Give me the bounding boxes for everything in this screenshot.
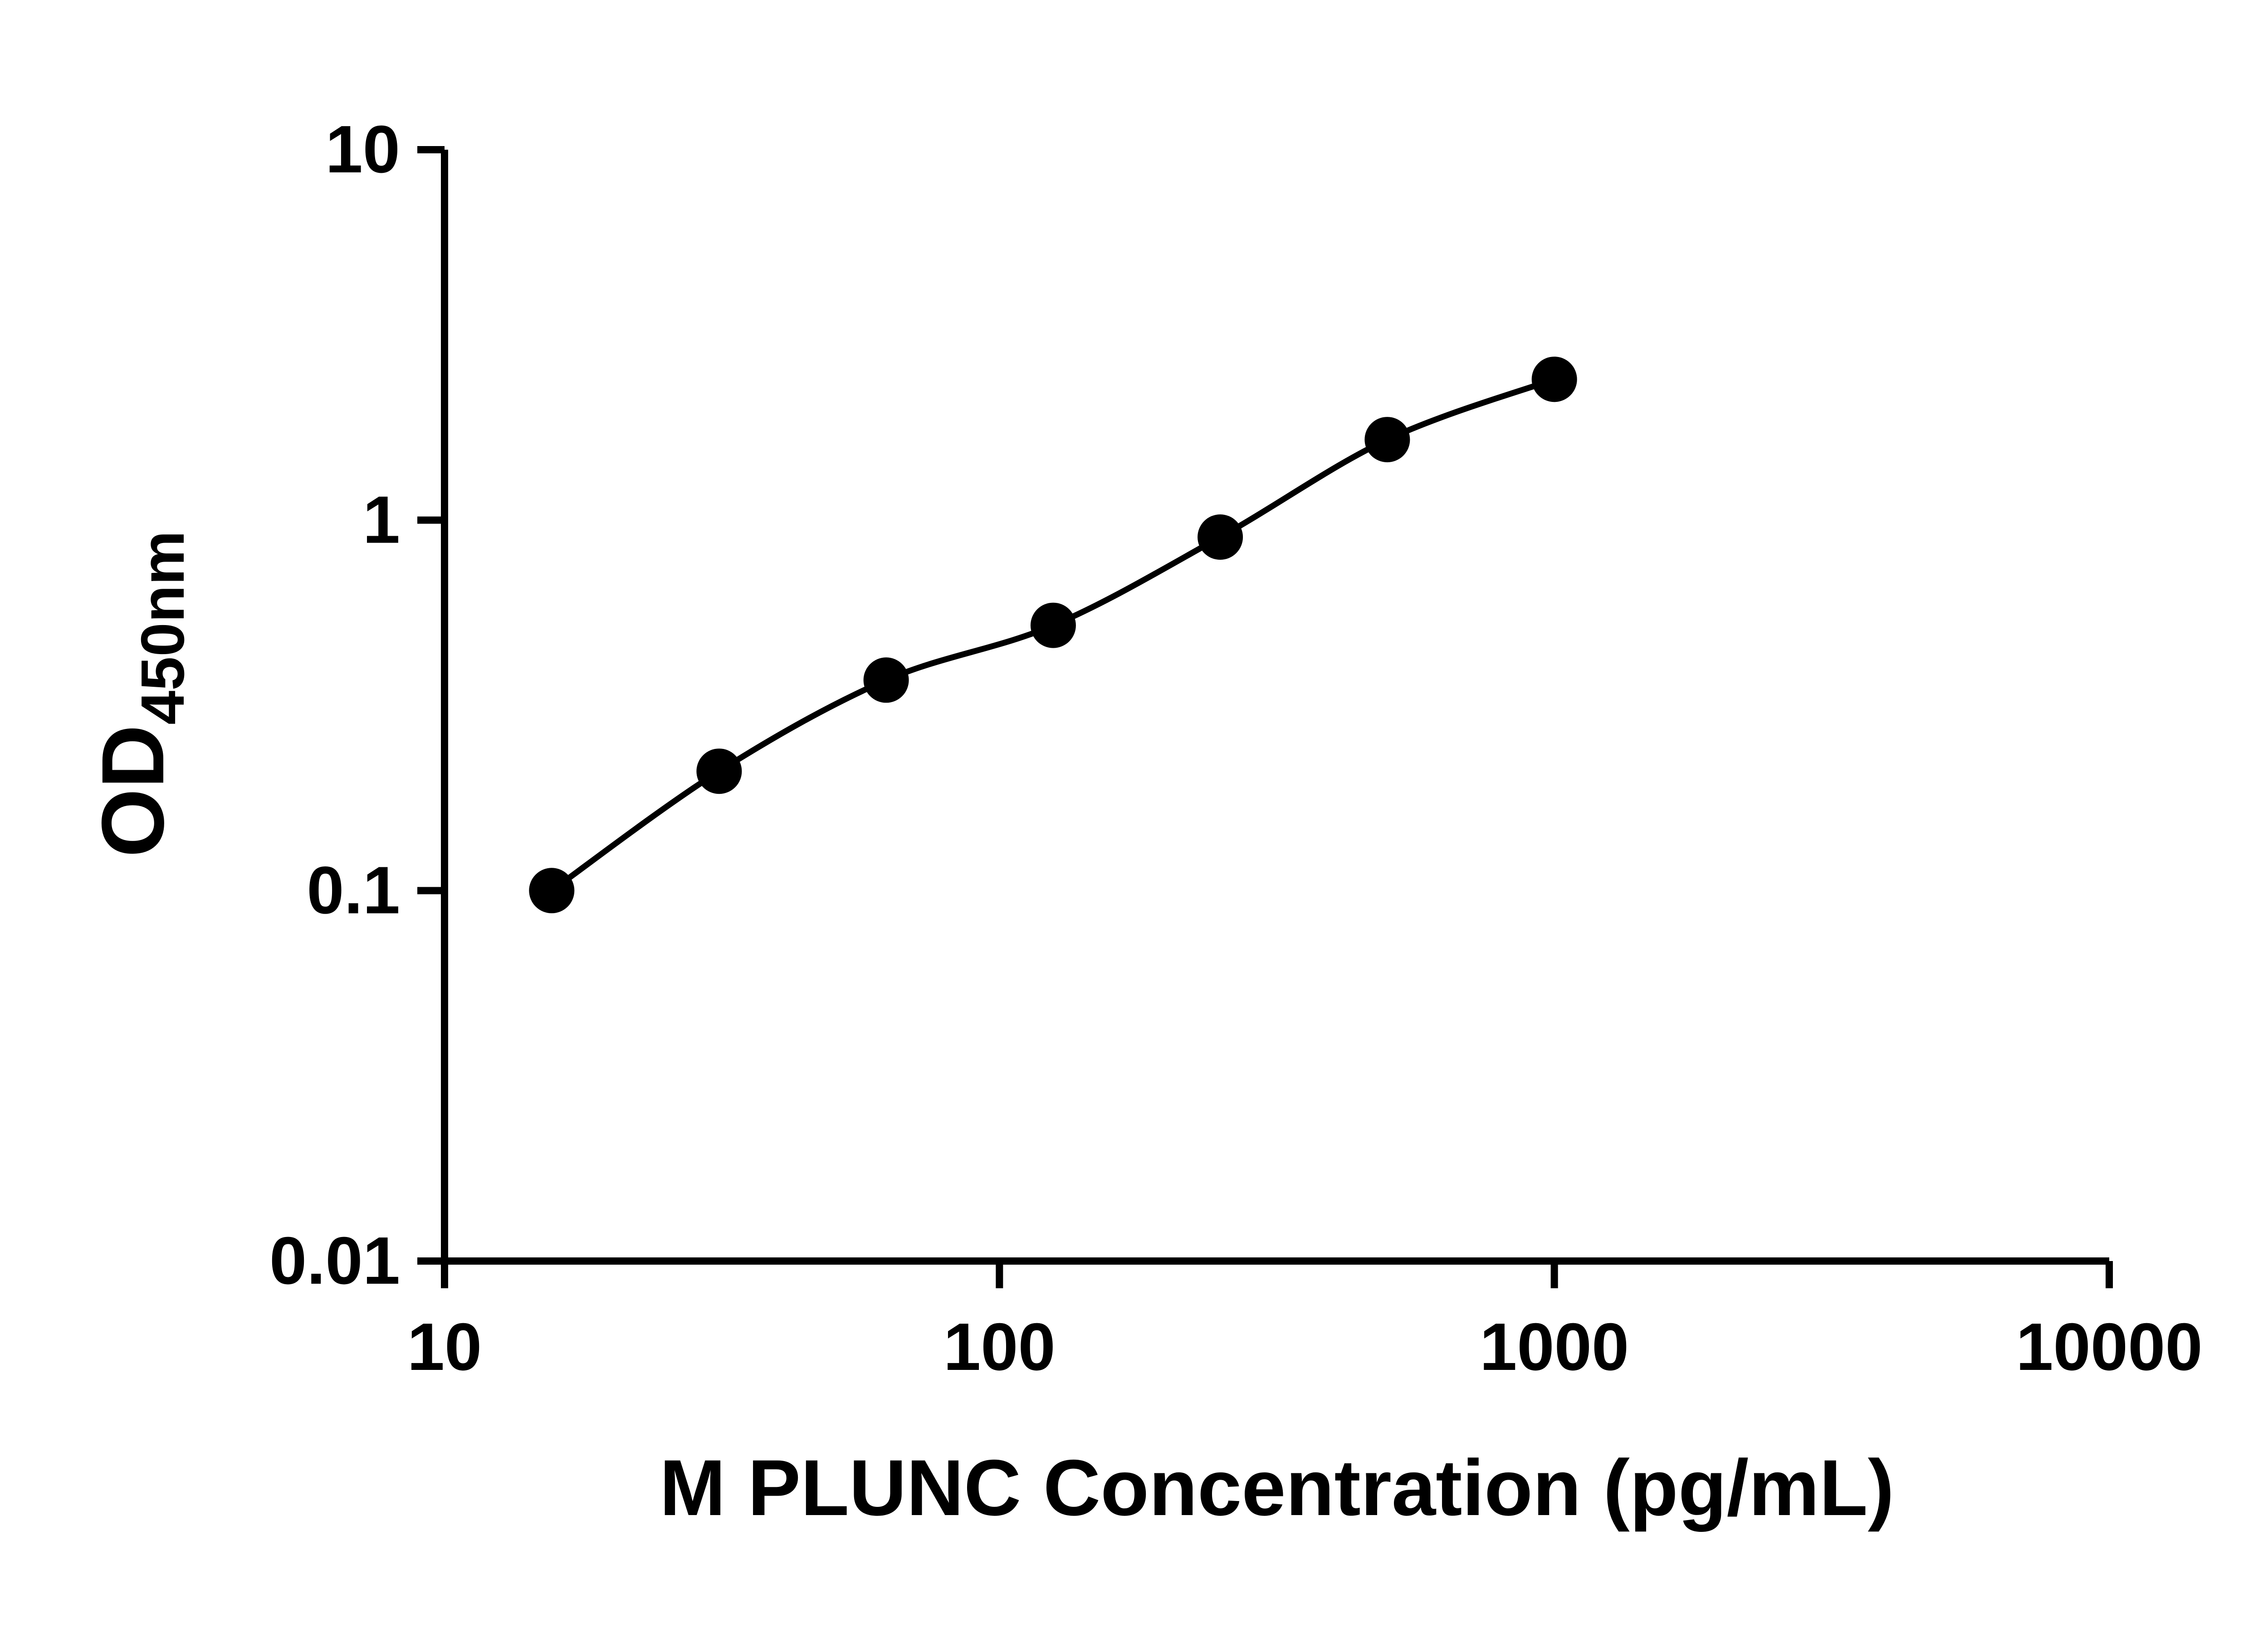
- x-axis-title: M PLUNC Concentration (pg/mL): [660, 1444, 1894, 1532]
- data-point: [529, 868, 575, 914]
- y-axis-title-main: OD: [83, 725, 182, 858]
- data-points-layer: [529, 357, 1577, 914]
- y-tick-label: 1: [363, 483, 400, 557]
- x-tick-label: 10: [407, 1310, 482, 1384]
- tick-labels-layer: 10 100 1000 10000 0.01 0.1 1 10: [269, 112, 2203, 1384]
- data-point: [1030, 602, 1076, 648]
- y-tick-label: 10: [325, 112, 400, 187]
- data-point: [696, 748, 742, 794]
- x-tick-label: 1000: [1480, 1310, 1629, 1384]
- y-tick-label: 0.01: [269, 1223, 400, 1298]
- y-axis-title-subscript: 450nm: [128, 531, 197, 725]
- y-tick-label: 0.1: [307, 853, 400, 928]
- y-axis-title: OD450nm: [83, 531, 197, 857]
- x-tick-label: 10000: [2016, 1310, 2203, 1384]
- data-point: [1531, 357, 1577, 402]
- data-point: [863, 657, 909, 703]
- axes-layer: [417, 146, 2113, 1288]
- x-tick-label: 100: [943, 1310, 1056, 1384]
- data-point: [1364, 417, 1410, 463]
- axis-lines: [441, 150, 2109, 1265]
- data-point: [1198, 514, 1243, 560]
